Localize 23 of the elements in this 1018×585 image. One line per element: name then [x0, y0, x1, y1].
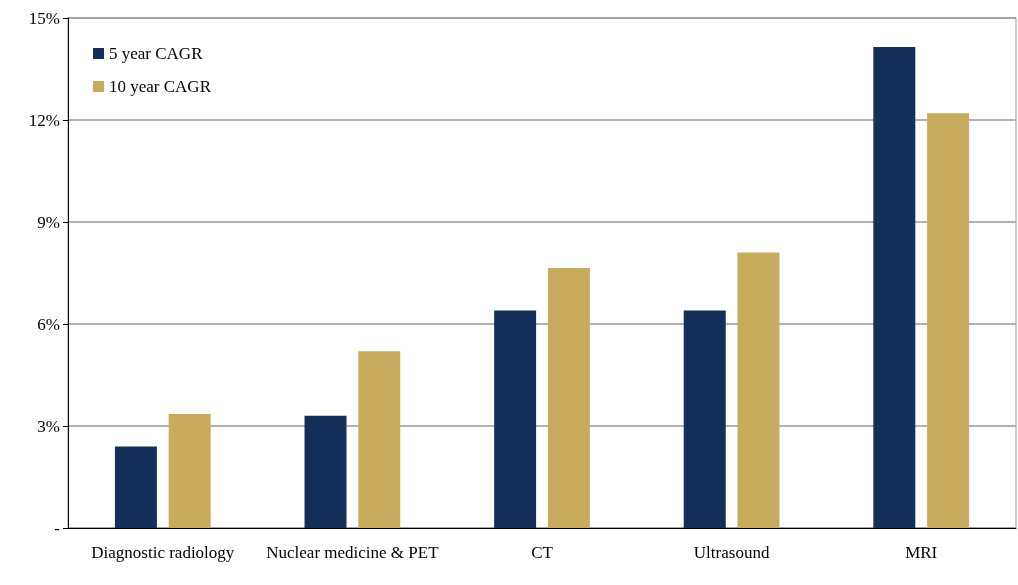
y-tick-label: 9%: [37, 212, 60, 232]
bar: [927, 113, 970, 528]
bar: [304, 415, 347, 528]
legend-label: 5 year CAGR: [109, 44, 204, 63]
x-tick-label: MRI: [905, 542, 938, 562]
y-tick-label: 6%: [37, 314, 60, 334]
bar: [168, 414, 211, 528]
bar: [873, 46, 916, 528]
bar: [494, 310, 537, 528]
bar: [737, 252, 780, 528]
y-tick-label: 12%: [28, 110, 60, 130]
x-tick-label: Diagnostic radiology: [91, 542, 235, 562]
bar: [114, 446, 157, 528]
bar: [683, 310, 726, 528]
x-tick-label: Nuclear medicine & PET: [266, 542, 440, 562]
bar: [358, 351, 401, 528]
y-tick-label: -: [54, 518, 61, 538]
x-tick-label: Ultrasound: [693, 542, 770, 562]
y-tick-label: 15%: [28, 8, 60, 28]
y-tick-label: 3%: [37, 416, 60, 436]
x-tick-label: CT: [531, 542, 554, 562]
bar: [547, 267, 590, 528]
legend-label: 10 year CAGR: [109, 77, 212, 96]
